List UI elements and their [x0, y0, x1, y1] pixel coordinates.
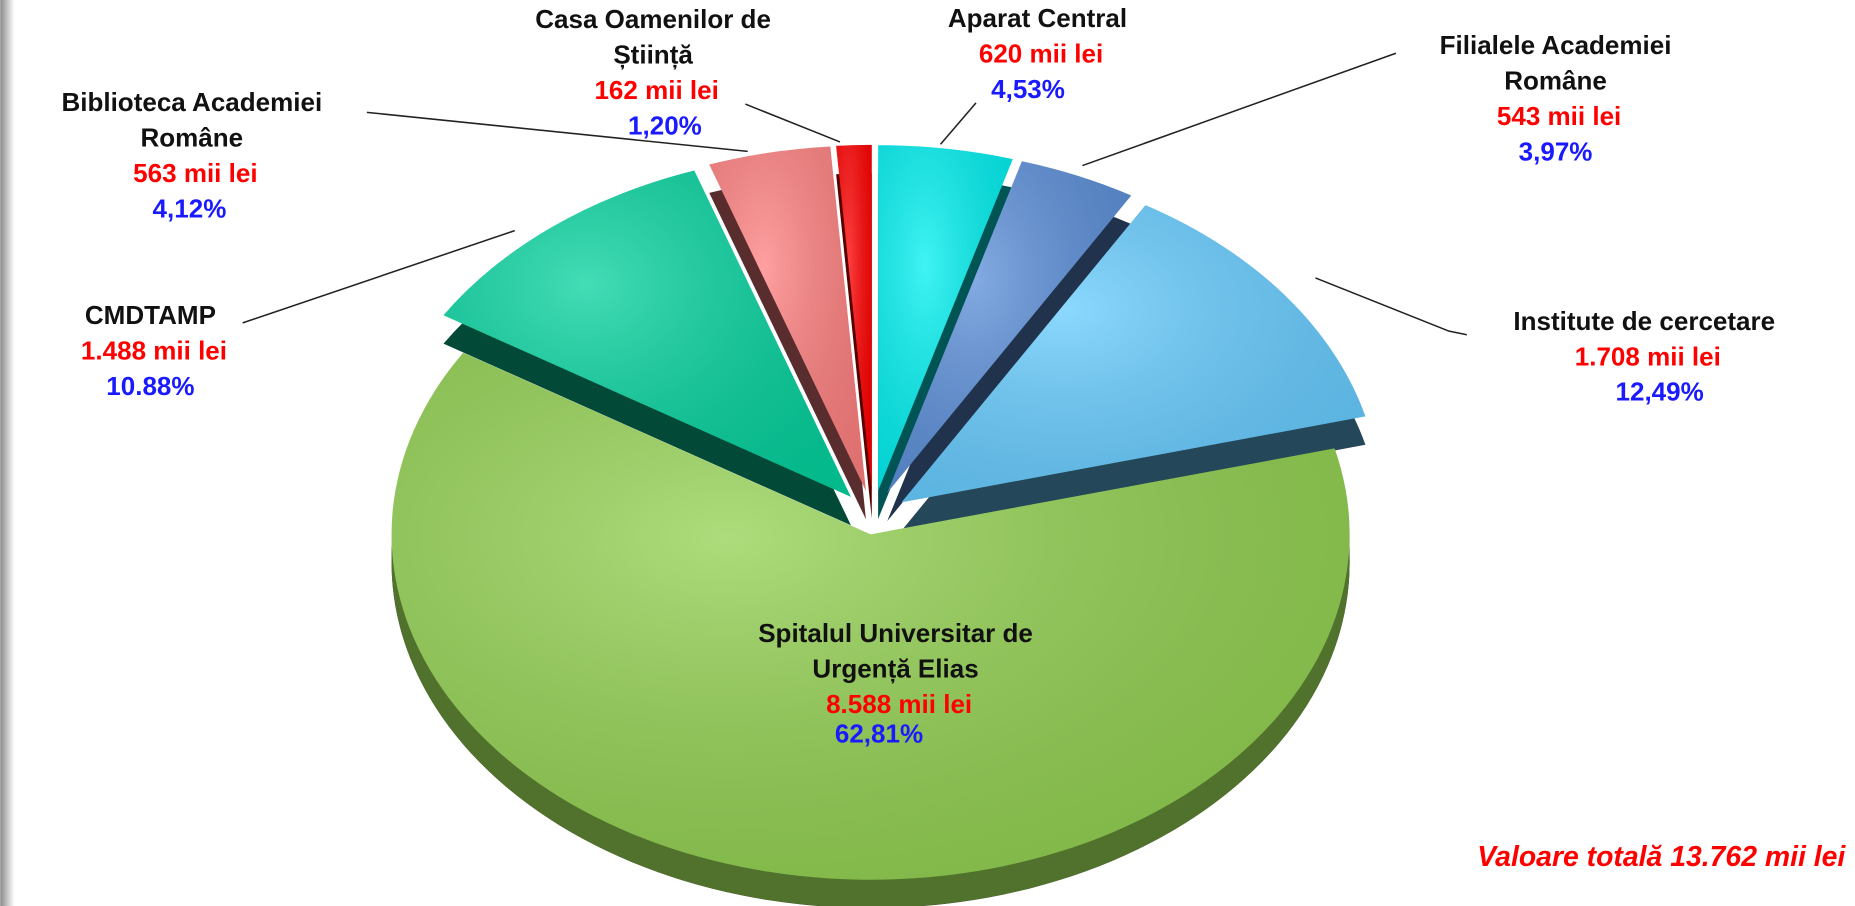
percent-label: 3,97%	[1519, 137, 1593, 167]
slice-shine	[887, 161, 1132, 493]
percent-label: 12,49%	[1616, 377, 1704, 407]
slice-name: Biblioteca Academiei	[61, 87, 322, 117]
value-label: 1.488 mii lei	[81, 335, 227, 365]
slice-shine	[709, 146, 866, 491]
leader-line	[242, 229, 515, 324]
slice-bottom	[887, 189, 1132, 522]
percent-label: 10.88%	[106, 371, 194, 401]
slice-shine	[878, 145, 1013, 491]
value-label: 620 mii lei	[979, 38, 1103, 68]
slice-name: Urgență Elias	[812, 654, 978, 684]
value-label: 162 mii lei	[594, 75, 718, 105]
slice-shine	[443, 170, 851, 497]
leader-line	[745, 103, 841, 143]
slice-name: Filialele Academiei	[1440, 30, 1672, 60]
slice-name: Române	[1504, 66, 1607, 96]
percent-label: 1,20%	[628, 111, 702, 141]
leader-line	[366, 111, 748, 153]
percent-label: 62,81%	[835, 719, 923, 749]
slice-shine	[836, 144, 872, 491]
leader-line	[939, 102, 977, 145]
slice-name: Institute de cercetare	[1513, 306, 1775, 336]
slice-name: Române	[140, 122, 243, 152]
slice-name: CMDTAMP	[85, 300, 216, 330]
slice-shine	[901, 205, 1366, 503]
labels: Aparat Central 620 mii lei 4,53% Filialele …	[61, 3, 1775, 749]
value-label: 8.588 mii lei	[826, 689, 972, 719]
slice-name: Casa Oamenilor de	[535, 4, 771, 34]
percent-label: 4,53%	[991, 74, 1065, 104]
value-label: 543 mii lei	[1497, 101, 1621, 131]
value-label: 563 mii lei	[133, 158, 257, 188]
slice-name: Spitalul Universitar de	[758, 618, 1033, 648]
value-label: 1.708 mii lei	[1575, 341, 1721, 371]
slice-name: Știință	[613, 40, 693, 70]
leader-line	[1315, 277, 1467, 336]
leader-line	[1082, 52, 1397, 167]
slice-shine	[391, 352, 1350, 880]
slice-name: Aparat Central	[948, 3, 1127, 33]
total-annotation: Valoare totală 13.762 mii lei	[1477, 841, 1846, 873]
edge-shadow	[0, 0, 15, 906]
pie	[391, 144, 1366, 906]
percent-label: 4,12%	[153, 193, 227, 223]
